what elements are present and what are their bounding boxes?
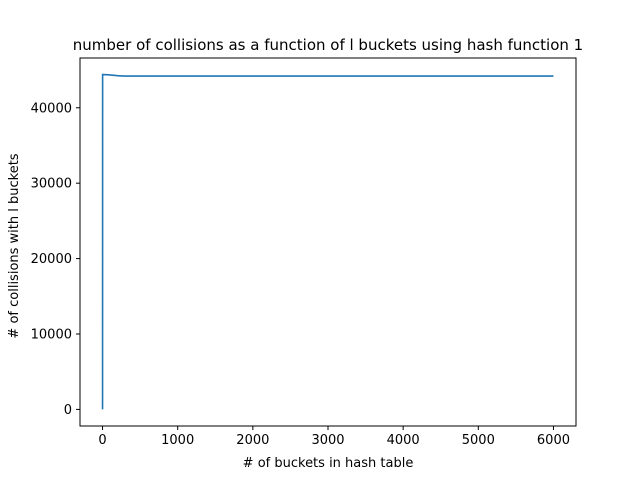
x-tick-label: 5000 — [462, 433, 495, 448]
y-tick-label: 10000 — [31, 328, 72, 343]
plot-area — [101, 73, 554, 410]
x-tick-label: 1000 — [161, 433, 194, 448]
y-axis: 0 10000 20000 30000 40000 — [31, 101, 80, 418]
x-tick-label: 2000 — [236, 433, 269, 448]
y-tick-label: 0 — [64, 403, 72, 418]
x-tick-label: 4000 — [387, 433, 420, 448]
chart-title: number of collisions as a function of l … — [73, 36, 583, 54]
y-tick-label: 20000 — [31, 252, 72, 267]
x-axis: 0 1000 2000 3000 4000 5000 6000 — [98, 426, 570, 448]
x-tick-label: 3000 — [311, 433, 344, 448]
y-axis-label: # of collisions with l buckets — [7, 153, 22, 338]
x-axis-label: # of buckets in hash table — [243, 456, 414, 471]
plot-frame — [79, 57, 577, 427]
x-tick-label: 6000 — [537, 433, 570, 448]
series-line-0 — [101, 73, 554, 410]
y-tick-label: 30000 — [31, 177, 72, 192]
x-tick-label: 0 — [98, 433, 106, 448]
y-tick-label: 40000 — [31, 101, 72, 116]
